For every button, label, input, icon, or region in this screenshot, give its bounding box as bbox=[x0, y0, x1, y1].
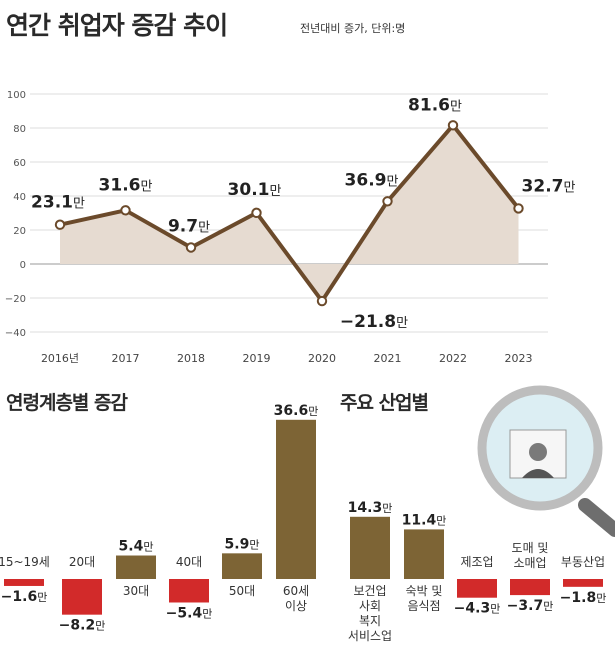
age-value-label: −8.2만 bbox=[59, 618, 106, 634]
x-tick-label: 2020 bbox=[308, 352, 336, 365]
age-value-label: 5.9만 bbox=[225, 536, 260, 552]
x-tick-label: 2018 bbox=[177, 352, 205, 365]
data-label: −21.8만 bbox=[340, 312, 408, 332]
y-tick-label: 60 bbox=[13, 158, 26, 169]
age-value-label: 36.6만 bbox=[274, 403, 319, 419]
industry-category-label: 부동산업 bbox=[561, 555, 605, 569]
data-point bbox=[54, 219, 66, 230]
data-point bbox=[447, 120, 459, 131]
series-line bbox=[59, 123, 521, 304]
data-label: 30.1만 bbox=[228, 180, 282, 200]
data-point bbox=[120, 205, 131, 216]
industry-category-label: 제조업 bbox=[460, 555, 493, 569]
y-tick-label: 40 bbox=[13, 192, 26, 203]
person-body bbox=[522, 469, 554, 478]
age-bar bbox=[116, 555, 156, 579]
age-category-label: 60세 이상 bbox=[283, 584, 309, 613]
x-tick-label: 2017 bbox=[112, 352, 140, 365]
employment-trend-chart: 100 80 60 40 20 0 −20 −40 2016년 2017 2018 2019 2020 2… bbox=[5, 90, 576, 365]
age-category-label: 30대 bbox=[123, 584, 149, 598]
magnifier-handle bbox=[578, 498, 615, 537]
data-label: 36.9만 bbox=[345, 170, 399, 190]
y-tick-label: 80 bbox=[13, 124, 26, 135]
age-category-label: 50대 bbox=[229, 584, 255, 598]
industry-value-label: 11.4만 bbox=[402, 512, 447, 528]
industry-category-label: 숙박 및 음식점 bbox=[406, 584, 443, 613]
age-bar bbox=[4, 579, 44, 586]
area-fill bbox=[60, 125, 519, 302]
age-category-label: 40대 bbox=[176, 555, 202, 569]
y-tick-label: −20 bbox=[5, 294, 26, 305]
industry-bar bbox=[510, 579, 550, 596]
age-value-label: 5.4만 bbox=[119, 539, 154, 555]
age-bar bbox=[62, 579, 102, 615]
data-point bbox=[513, 203, 524, 214]
industry-section-title: 주요 산업별 bbox=[340, 392, 429, 414]
age-bar bbox=[276, 419, 316, 579]
industry-value-label: −1.8만 bbox=[560, 590, 607, 606]
data-label: 32.7만 bbox=[522, 176, 576, 196]
y-tick-label: 20 bbox=[13, 226, 26, 237]
industry-value-label: −4.3만 bbox=[454, 601, 501, 617]
industry-bar bbox=[563, 579, 603, 587]
data-point bbox=[382, 196, 393, 207]
age-section-title: 연령계층별 증감 bbox=[6, 392, 128, 414]
y-tick-label: 100 bbox=[7, 90, 26, 101]
x-tick-label: 2016년 bbox=[41, 352, 79, 365]
age-bar bbox=[169, 579, 209, 603]
industry-category-label: 도매 및 소매업 bbox=[512, 541, 549, 570]
age-category-label: 15~19세 bbox=[0, 555, 50, 569]
industry-bar bbox=[457, 579, 497, 598]
x-tick-label: 2023 bbox=[505, 352, 533, 365]
industry-bar bbox=[404, 529, 444, 579]
y-tick-label: −40 bbox=[5, 328, 26, 339]
page-subtitle: 전년대비 증가, 단위:명 bbox=[300, 22, 406, 35]
data-point bbox=[185, 242, 197, 253]
industry-value-label: 14.3만 bbox=[348, 500, 393, 516]
y-tick-label: 0 bbox=[20, 260, 26, 271]
person-head bbox=[529, 443, 547, 461]
x-tick-label: 2022 bbox=[439, 352, 467, 365]
age-value-label: −1.6만 bbox=[1, 589, 48, 605]
industry-value-label: −3.7만 bbox=[507, 598, 554, 614]
age-value-label: −5.4만 bbox=[166, 605, 213, 621]
x-tick-label: 2021 bbox=[374, 352, 402, 365]
industry-category-label: 보건업 사회 복지 서비스업 bbox=[348, 584, 392, 643]
industry-bar bbox=[350, 516, 390, 579]
data-label: 23.1만 bbox=[31, 193, 85, 213]
age-bar bbox=[222, 553, 262, 579]
data-point bbox=[251, 207, 262, 219]
data-label: 9.7만 bbox=[168, 217, 210, 237]
data-point bbox=[316, 295, 328, 307]
data-label: 31.6만 bbox=[99, 175, 153, 195]
data-label: 81.6만 bbox=[408, 95, 462, 115]
page-title: 연간 취업자 증감 추이 bbox=[6, 11, 228, 40]
age-category-label: 20대 bbox=[69, 555, 95, 569]
x-tick-label: 2019 bbox=[243, 352, 271, 365]
